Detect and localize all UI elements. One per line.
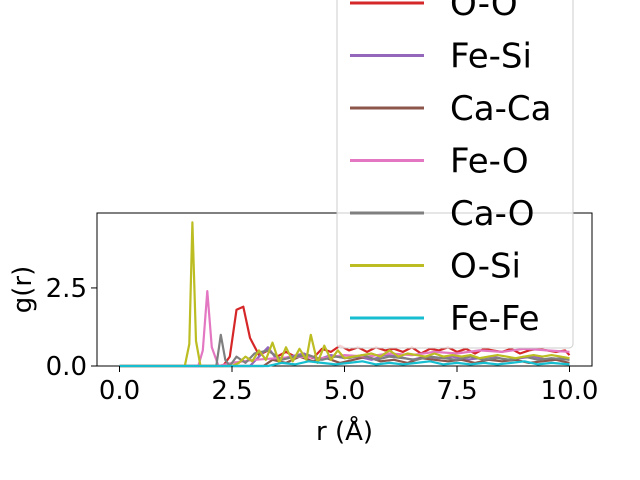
x-tick-label: 0.0 <box>99 376 140 406</box>
y-axis-label: g(r) <box>8 266 38 313</box>
legend-label: Fe-Si <box>450 37 532 77</box>
x-tick-label: 10.0 <box>541 376 599 406</box>
legend-label: O-O <box>450 0 518 24</box>
plot-area <box>96 212 593 368</box>
x-axis: 0.0 2.5 5.0 7.5 10.0 <box>99 366 599 406</box>
legend-label: O-Si <box>450 247 521 287</box>
series-line-o-si <box>119 221 570 368</box>
x-tick-label: 5.0 <box>324 376 365 406</box>
legend-label: Fe-O <box>450 142 529 182</box>
y-axis: 0.0 2.5 <box>46 274 97 382</box>
legend-box <box>336 0 574 349</box>
legend-label: Ca-O <box>450 194 535 234</box>
legend-label: Fe-Fe <box>450 299 540 339</box>
y-tick-label: 0.0 <box>46 352 87 382</box>
y-tick-label: 2.5 <box>46 274 87 304</box>
series-line-fe-fe <box>119 360 570 368</box>
x-axis-label: r (Å) <box>316 415 373 447</box>
legend: O-O Fe-Si Ca-Ca Fe-O Ca-O O-Si Fe-Fe <box>336 0 574 349</box>
x-tick-label: 7.5 <box>436 376 477 406</box>
legend-label: Ca-Ca <box>450 89 551 129</box>
x-tick-label: 2.5 <box>211 376 252 406</box>
series-layer <box>119 221 571 368</box>
